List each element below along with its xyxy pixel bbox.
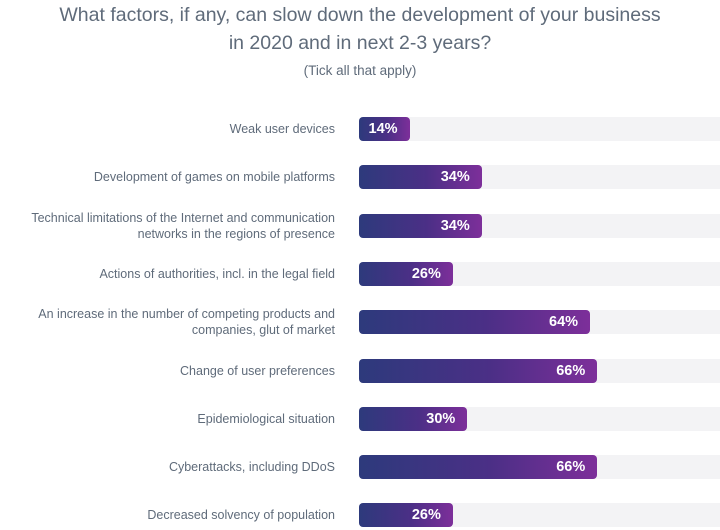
category-label: Decreased solvency of population [147, 508, 335, 523]
data-label: 30% [426, 410, 456, 427]
category-label: Epidemiological situation [197, 411, 335, 426]
category-label: An increase in the number of competing p… [38, 307, 335, 338]
bar-row: Cyberattacks, including DDoS 66% [0, 452, 720, 482]
category-label: Change of user preferences [180, 363, 335, 378]
category-label: Development of games on mobile platforms [93, 170, 335, 185]
bar-row: Weak user devices 14% [0, 114, 720, 144]
bar: 64% [359, 310, 591, 335]
bar-row: Technical limitations of the Internet an… [0, 211, 720, 241]
bar-row: Actions of authorities, incl. in the leg… [0, 259, 720, 289]
data-label: 14% [368, 121, 398, 137]
chart-title-line-2: in 2020 and in next 2-3 years? [228, 32, 492, 54]
bar-track [359, 117, 720, 141]
category-label: Cyberattacks, including DDoS [168, 460, 335, 475]
bar: 66% [359, 455, 598, 480]
bar-row: An increase in the number of competing p… [0, 307, 720, 337]
bar-row: Development of games on mobile platforms… [0, 162, 720, 192]
data-label: 34% [440, 169, 470, 186]
category-label: Weak user devices [229, 122, 335, 136]
bar: 26% [359, 261, 453, 286]
data-label: 66% [556, 362, 586, 379]
bar: 34% [359, 165, 482, 190]
bar: 30% [359, 406, 468, 431]
bar: 34% [359, 213, 482, 238]
data-label: 66% [556, 459, 586, 476]
chart-subtitle: (Tick all that apply) [303, 63, 417, 78]
chart-title-line-1: What factors, if any, can slow down the … [59, 4, 661, 26]
data-label: 26% [411, 265, 441, 282]
category-label: Technical limitations of the Internet an… [31, 210, 335, 241]
data-label: 26% [411, 507, 441, 524]
bar-row: Change of user preferences 66% [0, 356, 720, 386]
bar: 26% [359, 503, 453, 528]
bar: 66% [359, 358, 598, 383]
data-label: 34% [440, 217, 470, 234]
bar-row: Decreased solvency of population 26% [0, 500, 720, 530]
category-label: Actions of authorities, incl. in the leg… [99, 266, 335, 281]
chart-title: What factors, if any, can slow down the … [0, 1, 720, 57]
bar-row: Epidemiological situation 30% [0, 404, 720, 434]
bar: 14% [359, 117, 410, 141]
data-label: 64% [549, 314, 579, 331]
